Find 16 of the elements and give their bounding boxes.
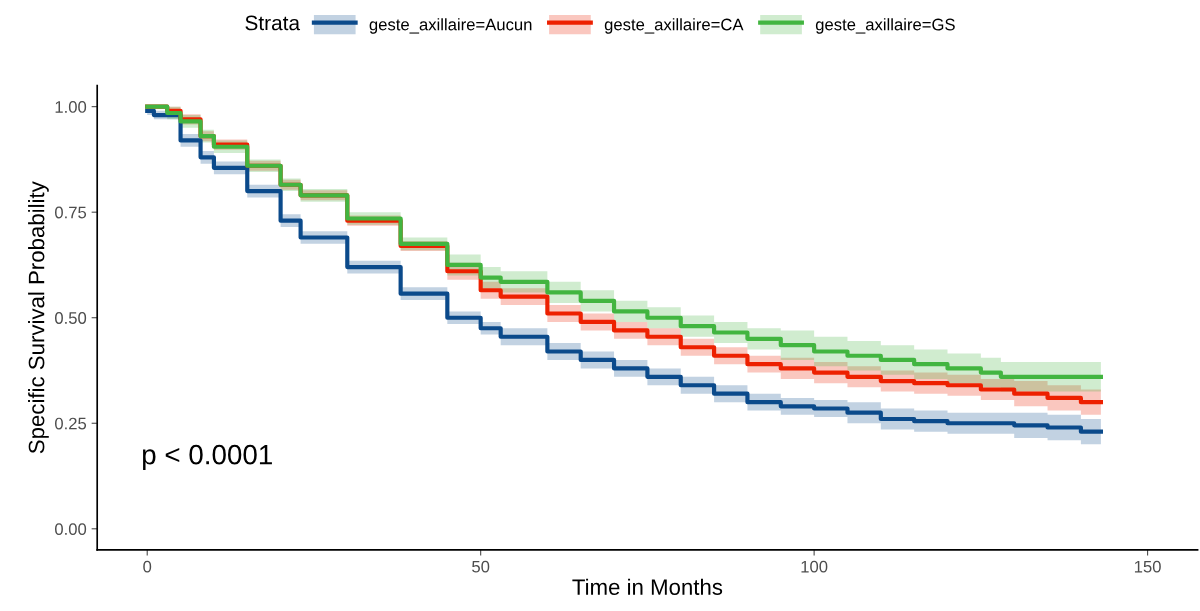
y-tick-label: 1.00: [55, 101, 87, 113]
y-tick-label: 0.00: [55, 523, 87, 535]
y-tick-label: 0.25: [55, 417, 87, 430]
x-tick-label: 50: [472, 560, 490, 573]
y-tick-label: 0.75: [55, 206, 87, 219]
x-tick-label: 150: [1134, 560, 1161, 573]
x-tick-label: 100: [801, 560, 828, 573]
annotation: p < 0.0001: [143, 444, 272, 470]
legend-label: geste_axillaire=Aucun: [369, 18, 532, 34]
y-axis-title: Specific Survival Probability: [28, 181, 49, 454]
legend-label: geste_axillaire=GS: [815, 18, 955, 34]
y-tick-label: 0.50: [55, 312, 87, 324]
x-axis-title: Time in Months: [572, 578, 723, 595]
x-tick-label: 0: [143, 560, 152, 573]
legend-title: Strata: [245, 15, 301, 31]
legend-label: geste_axillaire=CA: [604, 18, 744, 34]
